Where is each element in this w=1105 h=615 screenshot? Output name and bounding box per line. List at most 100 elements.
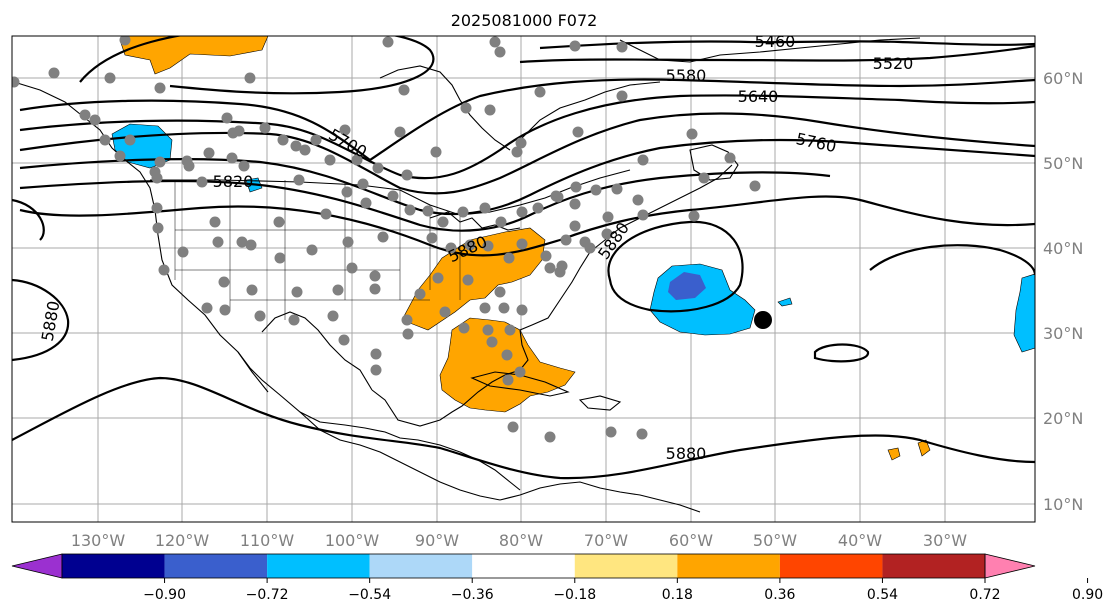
station-dot — [464, 239, 476, 251]
colorbar-segment — [267, 554, 370, 578]
colorbar-extend-high — [984, 553, 1036, 579]
station-dot — [484, 104, 496, 116]
station-dot — [569, 220, 581, 232]
station-dot — [636, 428, 648, 440]
station-dot — [401, 169, 413, 181]
station-dot — [338, 334, 350, 346]
station-dot — [616, 41, 628, 53]
station-dot — [570, 181, 582, 193]
mexico-outline — [261, 311, 373, 391]
station-dot — [584, 242, 596, 254]
latitude-label: 30°N — [1043, 324, 1083, 343]
station-dot — [151, 172, 163, 184]
station-dot — [154, 156, 166, 168]
station-dot — [183, 160, 195, 172]
station-dot — [686, 128, 698, 140]
contour-5880-northwest — [12, 198, 45, 241]
station-dot — [332, 284, 344, 296]
station-dot — [590, 184, 602, 196]
contour-label-5580: 5580 — [666, 66, 707, 85]
longitude-label: 60°W — [669, 531, 713, 550]
station-dot — [341, 186, 353, 198]
colorbar-tick-label: 0.54 — [867, 587, 898, 603]
colorbar-tick-label: −0.18 — [553, 587, 596, 603]
station-dot — [482, 240, 494, 252]
station-dot — [479, 302, 491, 314]
station-dot — [422, 205, 434, 217]
station-dot — [291, 286, 303, 298]
station-dot — [221, 112, 233, 124]
contour-5880-south — [12, 376, 1035, 480]
colorbar-tick-label: 0.90 — [1072, 587, 1103, 603]
station-dot — [377, 231, 389, 243]
baja — [237, 351, 269, 393]
longitude-label: 50°W — [753, 531, 797, 550]
height-contours — [12, 36, 1035, 480]
contour-label-5460: 5460 — [755, 32, 796, 51]
station-dot — [532, 202, 544, 214]
station-dot — [495, 216, 507, 228]
station-dot — [360, 197, 372, 209]
station-dot — [556, 260, 568, 272]
station-dot — [219, 304, 231, 316]
station-dot — [254, 310, 266, 322]
station-dot — [177, 246, 189, 258]
contour-5640 — [19, 94, 1035, 180]
station-dot — [503, 252, 515, 264]
station-dot — [274, 252, 286, 264]
colorbar-tick-label: 0.36 — [764, 587, 795, 603]
map-background — [12, 36, 1035, 522]
station-dot — [502, 374, 514, 386]
negative-anomaly-east-edge — [1013, 273, 1035, 353]
station-dot — [540, 250, 552, 262]
newfoundland — [689, 144, 739, 181]
station-dot — [236, 236, 248, 248]
contour-5820 — [19, 171, 831, 232]
station-dot — [516, 238, 528, 250]
storm-position-marker — [754, 311, 772, 329]
station-dot — [401, 314, 413, 326]
station-dot — [445, 242, 457, 254]
station-dot — [544, 431, 556, 443]
contour-5880-east — [869, 244, 1035, 276]
colorbar-segment — [62, 554, 165, 578]
colorbar-segment — [369, 554, 473, 578]
station-dot — [151, 202, 163, 214]
station-dot — [226, 152, 238, 164]
colorbar-extend-low — [11, 553, 63, 579]
station-dot — [339, 124, 351, 136]
station-dot — [430, 146, 442, 158]
longitude-label: 110°W — [240, 531, 295, 550]
station-dot — [516, 304, 528, 316]
station-dot — [439, 306, 451, 318]
contour-5580 — [19, 78, 1035, 162]
station-dot — [544, 262, 556, 274]
longitude-label: 30°W — [923, 531, 967, 550]
station-dot — [507, 421, 519, 433]
contour-5880-high — [607, 220, 744, 313]
station-dot — [632, 194, 644, 206]
contour-5880-small — [813, 343, 870, 363]
station-dot — [277, 134, 289, 146]
labrador — [519, 81, 661, 141]
longitude-label: 90°W — [415, 531, 459, 550]
station-markers — [12, 36, 761, 443]
colorbar-tick-label: −0.36 — [451, 587, 494, 603]
anomaly-shading — [111, 36, 1035, 461]
station-dot — [501, 349, 513, 361]
station-dot — [12, 76, 20, 88]
longitude-label: 130°W — [71, 531, 126, 550]
station-dot — [516, 206, 528, 218]
station-dot — [218, 276, 230, 288]
station-dot — [104, 72, 116, 84]
colorbar-tick-label: −0.90 — [143, 587, 186, 603]
station-dot — [238, 160, 250, 172]
contour-label-5520: 5520 — [873, 54, 914, 73]
colorbar-tick-label: 0.18 — [662, 587, 693, 603]
station-dot — [494, 46, 506, 58]
station-dot — [432, 272, 444, 284]
station-dot — [482, 324, 494, 336]
station-dot — [460, 102, 472, 114]
station-dot — [479, 202, 491, 214]
